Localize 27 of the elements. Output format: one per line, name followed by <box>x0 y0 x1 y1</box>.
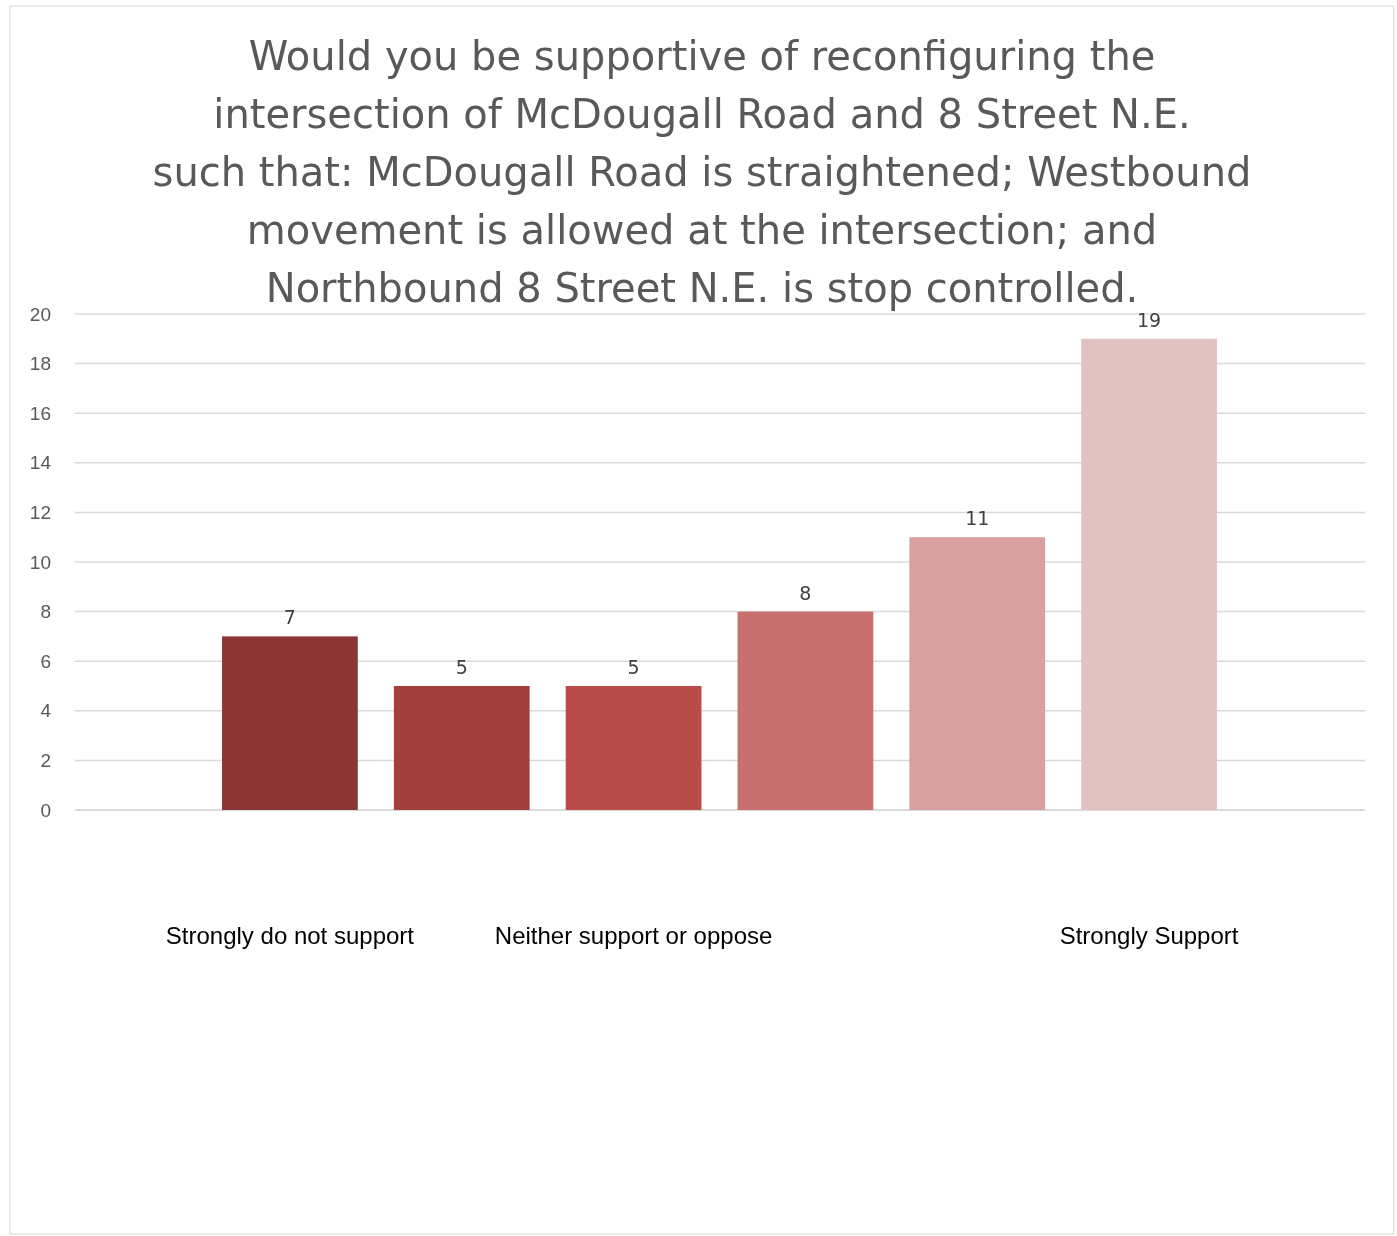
data-label: 7 <box>283 606 296 629</box>
bar <box>1081 338 1217 810</box>
y-tick-label: 8 <box>40 601 51 623</box>
x-tick-label: Strongly Support <box>1059 922 1239 949</box>
y-tick-label: 12 <box>29 502 51 524</box>
bar <box>222 636 358 810</box>
bar <box>909 537 1046 810</box>
bar <box>393 686 530 810</box>
chart-title: Would you be supportive of reconfiguring the intersection of McDougall Road and 8 Street N.E. such that: McDougall Road is straightened; Westbound movement is allowed at the intersection; and Northbound 8 Street N.E. is stop controlled. <box>152 33 1252 311</box>
bar <box>565 686 702 810</box>
y-tick-label: 20 <box>29 303 51 325</box>
y-tick-label: 10 <box>29 551 51 573</box>
data-label: 8 <box>799 581 812 604</box>
y-tick-label: 6 <box>40 650 51 672</box>
y-tick-label: 2 <box>40 750 51 772</box>
data-label: 5 <box>455 656 468 678</box>
data-label: 11 <box>965 507 990 530</box>
x-tick-label: Strongly do not support <box>165 922 415 949</box>
data-label: 19 <box>1136 308 1162 331</box>
bar <box>737 611 874 810</box>
y-tick-label: 18 <box>29 353 51 375</box>
y-tick-label: 0 <box>40 799 51 821</box>
y-tick-label: 16 <box>29 402 51 424</box>
y-tick-label: 4 <box>40 700 52 722</box>
data-label: 5 <box>627 656 640 678</box>
y-tick-label: 14 <box>29 452 52 474</box>
x-tick-label: Neither support or oppose <box>494 922 773 949</box>
